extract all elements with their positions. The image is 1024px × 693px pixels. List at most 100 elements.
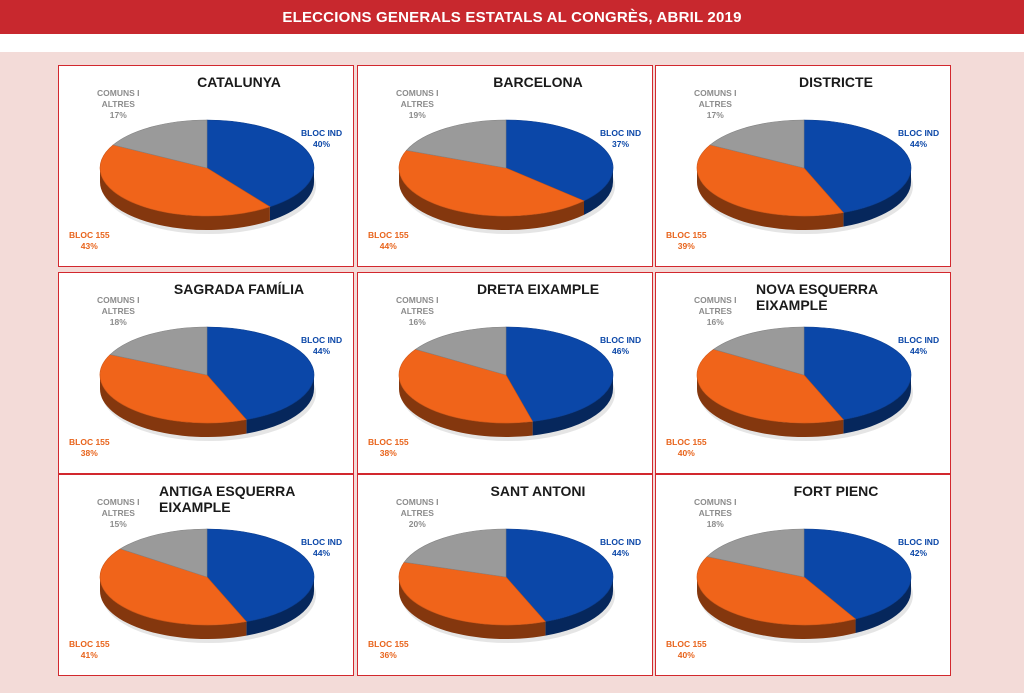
chart-panel: DRETA EIXAMPLE COMUNS I ALTRES 16% BLOC IND 4…	[357, 272, 653, 474]
chart-panel: NOVA ESQUERRA EIXAMPLE COMUNS I ALTRES 16% B…	[655, 272, 951, 474]
comuns-label: COMUNS I ALTRES 18%	[97, 295, 140, 328]
bloc-155-label-text: 38%	[379, 448, 397, 458]
chart-title: NOVA ESQUERRA EIXAMPLE	[756, 281, 878, 313]
bloc-ind-label-text: 44%	[612, 548, 630, 558]
bloc-155-label-text: BLOC 155	[368, 639, 409, 649]
bloc-155-label-text: 40%	[677, 650, 695, 660]
bloc-ind-label-text: BLOC IND	[301, 335, 343, 345]
chart-title: SAGRADA FAMÍLIA	[173, 281, 305, 297]
comuns-label-text: COMUNS I	[97, 88, 140, 98]
slice-bloc-155-side	[697, 375, 844, 438]
pie-chart	[398, 326, 615, 441]
comuns-label-text: ALTRES	[698, 99, 732, 109]
slice-bloc-155-side	[697, 577, 856, 639]
bloc-ind-label: BLOC IND 40%	[301, 128, 342, 150]
slice-bloc-ind	[505, 326, 614, 422]
slice-bloc-ind-side	[843, 168, 911, 227]
comuns-label-text: 17%	[706, 110, 724, 120]
bloc-155-label-text: 38%	[80, 448, 98, 458]
bloc-ind-label-text: BLOC IND	[301, 537, 343, 547]
bloc-155-label-text: BLOC 155	[666, 437, 707, 447]
comuns-label: COMUNS I ALTRES 18%	[694, 497, 737, 530]
header-divider	[0, 34, 1024, 52]
slice-comuns	[109, 326, 208, 376]
comuns-label-text: ALTRES	[101, 508, 135, 518]
bloc-ind-label-text: BLOC IND	[600, 537, 642, 547]
slice-comuns	[706, 528, 805, 578]
bloc-ind-label-text: 42%	[910, 548, 928, 558]
slice-bloc-ind	[505, 119, 614, 202]
comuns-label-text: COMUNS I	[694, 497, 737, 507]
bloc-ind-label: BLOC IND 44%	[898, 128, 939, 150]
slice-bloc-155	[398, 561, 546, 626]
slice-bloc-155	[696, 348, 844, 424]
slice-bloc-155-side	[399, 168, 584, 231]
bloc-ind-label-text: 46%	[612, 346, 630, 356]
bloc-155-label-text: BLOC 155	[666, 230, 707, 240]
bloc-ind-label: BLOC IND 42%	[898, 537, 939, 559]
bloc-155-label-text: 36%	[379, 650, 397, 660]
slice-bloc-ind	[803, 326, 912, 420]
slice-bloc-155-side	[399, 375, 533, 437]
slice-bloc-155	[398, 150, 585, 217]
pie-chart	[696, 528, 913, 643]
chart-title: FORT PIENC	[793, 483, 879, 499]
bloc-155-label-text: BLOC 155	[69, 639, 110, 649]
comuns-label-text: ALTRES	[400, 508, 434, 518]
slice-bloc-155	[99, 548, 247, 626]
bloc-ind-label-text: 44%	[910, 139, 928, 149]
comuns-label: COMUNS I ALTRES 15%	[97, 497, 140, 530]
slice-bloc-155-side	[100, 375, 247, 438]
bloc-155-label: BLOC 155 44%	[368, 230, 409, 252]
pie-chart	[696, 326, 913, 441]
bloc-ind-label: BLOC IND 44%	[600, 537, 641, 559]
slice-bloc-ind-side	[269, 168, 314, 221]
bloc-ind-label-text: BLOC IND	[600, 335, 642, 345]
bloc-155-label: BLOC 155 40%	[666, 639, 707, 661]
comuns-label-text: ALTRES	[400, 99, 434, 109]
comuns-label-text: ALTRES	[101, 99, 135, 109]
bloc-ind-label: BLOC IND 46%	[600, 335, 641, 357]
slice-bloc-ind-side	[532, 375, 613, 436]
slice-bloc-ind-side	[545, 577, 613, 636]
bloc-155-label-text: BLOC 155	[69, 230, 110, 240]
comuns-label: COMUNS I ALTRES 19%	[396, 88, 439, 121]
bloc-155-label: BLOC 155 36%	[368, 639, 409, 661]
chart-panel: CATALUNYA COMUNS I ALTRES 17% BLOC IND 40% BLO…	[58, 65, 354, 267]
bloc-155-label: BLOC 155 40%	[666, 437, 707, 459]
pie-chart	[99, 326, 316, 441]
chart-title: SANT ANTONI	[490, 483, 586, 499]
chart-panel: DISTRICTE COMUNS I ALTRES 17% BLOC IND 44% BLO…	[655, 65, 951, 267]
comuns-label-text: 16%	[408, 317, 426, 327]
bloc-155-label: BLOC 155 43%	[69, 230, 110, 252]
comuns-label-text: ALTRES	[698, 306, 732, 316]
bloc-155-label-text: BLOC 155	[368, 437, 409, 447]
comuns-label-text: 16%	[706, 317, 724, 327]
comuns-label-text: COMUNS I	[97, 295, 140, 305]
comuns-label-text: ALTRES	[698, 508, 732, 518]
bloc-ind-label-text: 40%	[313, 139, 331, 149]
bloc-ind-label-text: BLOC IND	[898, 128, 940, 138]
comuns-label-text: COMUNS I	[97, 497, 140, 507]
slice-bloc-155-side	[100, 168, 270, 230]
pie-chart	[696, 119, 913, 234]
comuns-label: COMUNS I ALTRES 17%	[97, 88, 140, 121]
chart-panel: ANTIGA ESQUERRA EIXAMPLE COMUNS I ALTRES 15…	[58, 474, 354, 676]
bloc-ind-label-text: 44%	[313, 548, 331, 558]
slice-bloc-ind	[803, 119, 912, 213]
comuns-label-text: 15%	[109, 519, 127, 529]
slice-comuns	[405, 119, 507, 169]
slice-comuns	[403, 528, 507, 578]
bloc-155-label-text: 43%	[80, 241, 98, 251]
slice-bloc-ind-side	[855, 577, 911, 634]
comuns-label-text: COMUNS I	[396, 497, 439, 507]
slice-bloc-155	[99, 144, 271, 217]
slice-bloc-155-side	[100, 577, 247, 640]
bloc-155-label-text: BLOC 155	[368, 230, 409, 240]
slice-comuns	[712, 326, 805, 376]
slice-bloc-ind-side	[843, 375, 911, 434]
comuns-label-text: ALTRES	[101, 306, 135, 316]
bloc-155-label-text: BLOC 155	[666, 639, 707, 649]
slice-bloc-ind	[206, 119, 315, 208]
chart-panel: FORT PIENC COMUNS I ALTRES 18% BLOC IND 42% BL…	[655, 474, 951, 676]
